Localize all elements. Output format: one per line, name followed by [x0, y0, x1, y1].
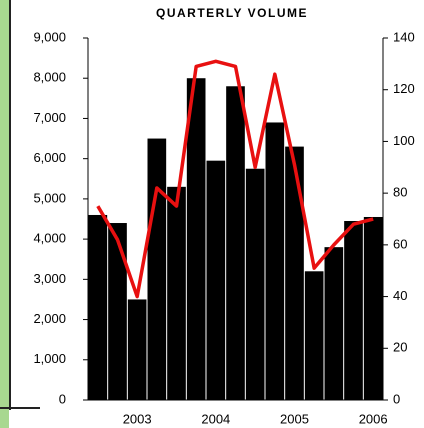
- y2-tick-label: 120: [393, 81, 415, 96]
- bar: [363, 216, 383, 400]
- bar: [285, 146, 304, 400]
- y-tick-label: 4,000: [33, 231, 66, 246]
- y2-tick-label: 80: [393, 185, 407, 200]
- y-tick-label: 2,000: [33, 311, 66, 326]
- y-tick-label: 6,000: [33, 150, 66, 165]
- y2-tick-label: 0: [393, 391, 400, 406]
- x-tick-label: 2006: [359, 411, 388, 426]
- bar: [206, 160, 226, 400]
- side-strip: [0, 0, 9, 428]
- bar: [88, 214, 108, 400]
- y-tick-label: 7,000: [33, 110, 66, 125]
- bar: [245, 168, 265, 400]
- bar: [108, 223, 127, 400]
- bar: [265, 122, 285, 400]
- y-tick-label: 0: [59, 391, 66, 406]
- bar: [127, 299, 147, 400]
- x-tick-label: 2005: [280, 411, 309, 426]
- y2-tick-label: 60: [393, 236, 407, 251]
- x-tick-label: 2003: [123, 411, 152, 426]
- y2-tick-label: 20: [393, 340, 407, 355]
- bar: [186, 78, 206, 400]
- x-tick-label: 2004: [201, 411, 230, 426]
- bar: [304, 271, 324, 400]
- y-tick-label: 3,000: [33, 271, 66, 286]
- bar: [167, 186, 186, 400]
- bar: [324, 247, 344, 400]
- bar: [147, 138, 167, 401]
- line: [96, 59, 374, 299]
- y2-tick-label: 100: [393, 133, 415, 148]
- chart-title: QUARTERLY VOLUME: [156, 6, 308, 20]
- y-tick-label: 9,000: [33, 29, 66, 44]
- y-tick-label: 5,000: [33, 190, 66, 205]
- y-tick-label: 8,000: [33, 70, 66, 85]
- y2-tick-label: 40: [393, 288, 407, 303]
- bar: [226, 86, 245, 401]
- bar: [344, 221, 363, 400]
- y-tick-label: 1,000: [33, 351, 66, 366]
- y2-tick-label: 140: [393, 29, 415, 44]
